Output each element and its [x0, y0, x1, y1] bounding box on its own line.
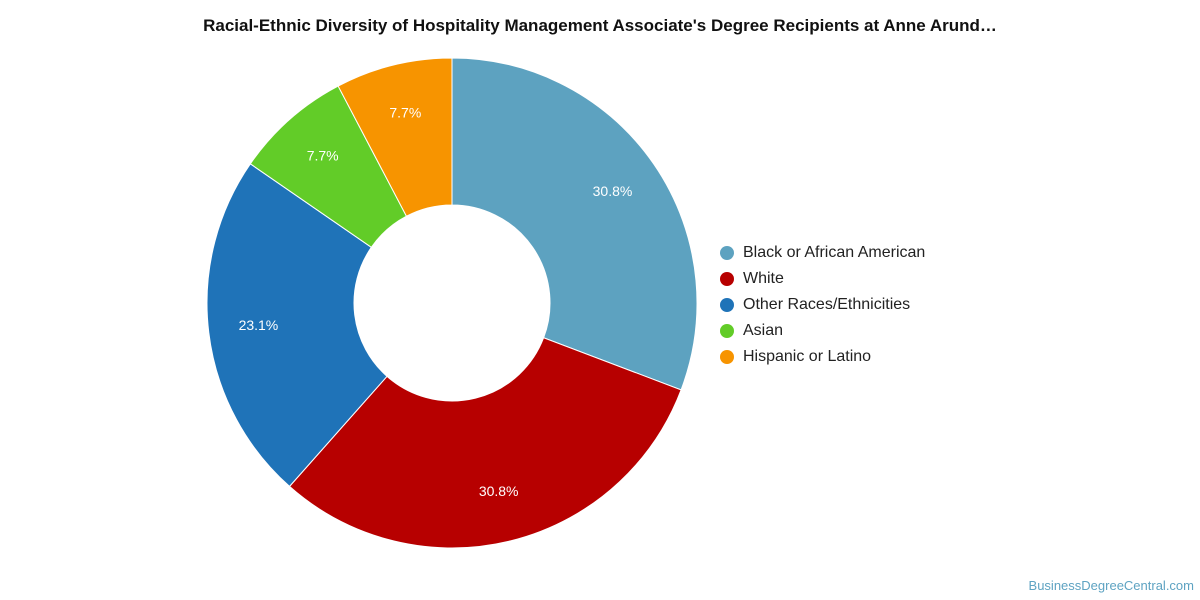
chart-title: Racial-Ethnic Diversity of Hospitality M… [203, 16, 997, 35]
donut-slices [206, 57, 698, 549]
legend-label: Other Races/Ethnicities [743, 296, 911, 313]
legend-item-white[interactable]: White [720, 266, 925, 292]
slice-label-hispanic-or-latino: 7.7% [389, 104, 421, 120]
chart-legend: Black or African American White Other Race… [720, 240, 925, 370]
legend-swatch-icon [720, 350, 734, 364]
legend-label: Hispanic or Latino [743, 348, 872, 365]
slice-label-asian: 7.7% [307, 148, 339, 164]
slice-label-white: 30.8% [479, 483, 519, 499]
slice-white[interactable] [288, 337, 682, 549]
legend-swatch-icon [720, 298, 734, 312]
slice-label-black-or-african-american: 30.8% [593, 183, 633, 199]
slice-label-other-races-ethnicities: 23.1% [239, 317, 279, 333]
legend-swatch-icon [720, 246, 734, 260]
slice-hispanic-or-latino[interactable] [337, 57, 453, 217]
legend-label: White [743, 270, 784, 287]
legend-item-other-races-ethnicities[interactable]: Other Races/Ethnicities [720, 292, 925, 318]
slice-other-races-ethnicities[interactable] [206, 163, 388, 488]
legend-label: Asian [743, 322, 784, 339]
legend-swatch-icon [720, 324, 734, 338]
legend-label: Black or African American [743, 244, 926, 261]
legend-item-black-or-african-american[interactable]: Black or African American [720, 240, 925, 266]
source-credit[interactable]: BusinessDegreeCentral.com [1028, 578, 1194, 593]
legend-swatch-icon [720, 272, 734, 286]
slice-black-or-african-american[interactable] [451, 57, 698, 391]
donut-slice-labels: 30.8% 30.8% 23.1% 7.7% 7.7% [239, 104, 633, 499]
legend-item-hispanic-or-latino[interactable]: Hispanic or Latino [720, 344, 925, 370]
legend-item-asian[interactable]: Asian [720, 318, 925, 344]
